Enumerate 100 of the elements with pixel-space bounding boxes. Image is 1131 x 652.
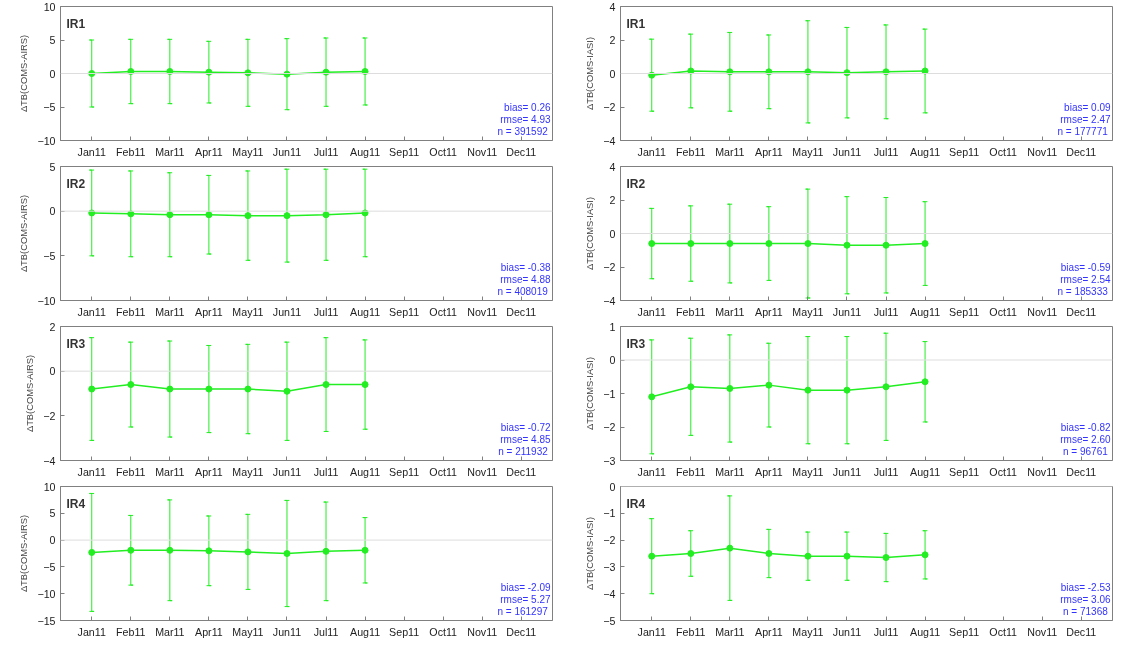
x-tick-label: Nov11 [1027,465,1058,478]
y-tick-label: −4 [603,294,616,307]
x-tick-label: Apr11 [195,625,223,638]
x-tick-label: Sep11 [949,305,980,318]
x-tick-label: Apr11 [755,465,783,478]
x-tick-label: Oct11 [429,625,458,638]
x-tick-label: Jan11 [637,465,666,478]
x-tick-label: Jun11 [272,145,302,158]
y-tick-label: 1 [609,320,616,333]
x-tick-label: Dec11 [506,305,537,318]
x-tick-label: Oct11 [989,145,1018,158]
y-tick-label: −3 [603,560,616,573]
annotation: bias= -0.82 [1060,421,1111,433]
x-tick-label: Jan11 [637,145,666,158]
annotation: rmse= 2.60 [1060,433,1111,445]
x-tick-label: Nov11 [467,145,498,158]
annotation: n = 185333 [1057,285,1109,297]
text: IR2 [66,176,86,191]
x-tick-label: Jun11 [272,305,302,318]
x-tick-label: Dec11 [1066,625,1097,638]
x-tick-label: Sep11 [949,145,980,158]
x-tick-label: Oct11 [989,465,1018,478]
x-tick-label: May11 [232,145,264,158]
y-tick-label: −4 [603,587,616,600]
x-tick-label: Jul11 [313,625,339,638]
x-tick-label: Oct11 [429,145,458,158]
x-tick-label: Dec11 [1066,465,1097,478]
y-axis-title: ΔTB(COMS-AIRS) [19,514,30,593]
x-tick-label: Feb11 [676,145,706,158]
x-tick-label: Feb11 [116,465,146,478]
annotation: rmse= 3.06 [1060,593,1111,605]
x-tick-label: May11 [792,625,824,638]
y-tick-label: −2 [603,101,616,113]
x-tick-label: Mar11 [155,145,185,158]
x-tick-label: Nov11 [1027,305,1058,318]
x-tick-label: Sep11 [949,465,980,478]
x-tick-label: Jan11 [637,305,666,318]
x-tick-label: Apr11 [195,465,223,478]
x-tick-label: Nov11 [1027,625,1058,638]
x-tick-label: Jun11 [272,625,302,638]
x-tick-label: Mar11 [715,625,745,638]
x-tick-label: Dec11 [1066,305,1097,318]
x-tick-label: Jul11 [873,465,899,478]
y-tick-label: 0 [49,534,56,547]
x-tick-label: Sep11 [389,465,420,478]
x-tick-label: Oct11 [429,305,458,318]
x-tick-label: Feb11 [676,465,706,478]
text: IR1 [626,16,646,31]
annotation: bias= -2.53 [1060,581,1111,593]
text: IR3 [626,336,646,351]
x-tick-label: Jan11 [637,625,666,638]
x-tick-label: Jun11 [832,465,862,478]
y-tick-label: −10 [37,587,56,600]
annotation: rmse= 5.27 [500,593,551,605]
annotation: rmse= 2.54 [1060,273,1111,285]
x-tick-label: Apr11 [195,145,223,158]
text: IR4 [626,496,646,511]
x-tick-label: Aug11 [350,145,381,158]
x-tick-label: Oct11 [989,625,1018,638]
y-tick-label: −3 [603,454,616,467]
y-tick-label: −1 [603,507,616,520]
x-tick-label: Mar11 [715,145,745,158]
text: IR2 [626,176,646,191]
y-tick-label: −4 [43,454,56,467]
x-tick-label: Oct11 [989,305,1018,318]
y-tick-label: 2 [609,194,616,206]
y-tick-label: 2 [609,34,616,46]
x-tick-label: May11 [232,465,264,478]
y-tick-label: −2 [603,261,616,273]
y-tick-label: 0 [49,365,56,378]
x-tick-label: Dec11 [506,145,537,158]
y-tick-label: 5 [49,507,56,520]
y-tick-label: 0 [609,227,616,240]
annotation: n = 408019 [497,285,549,297]
x-tick-label: Jan11 [77,305,106,318]
x-tick-label: Nov11 [467,465,498,478]
y-tick-label: 10 [43,480,56,493]
annotation: n = 96761 [1063,445,1109,457]
y-tick-label: 4 [609,0,616,13]
x-tick-label: Oct11 [429,465,458,478]
x-tick-label: May11 [792,145,824,158]
x-tick-label: Apr11 [755,625,783,638]
y-tick-label: 0 [609,67,616,80]
annotation: bias= 0.26 [504,101,551,113]
text: IR3 [66,336,86,351]
x-tick-label: May11 [792,465,824,478]
annotation: rmse= 4.85 [500,433,551,445]
x-tick-label: Aug11 [910,305,941,318]
x-tick-label: Jul11 [313,145,339,158]
x-tick-label: Jan11 [77,145,106,158]
annotation: bias= 0.09 [1064,101,1111,113]
x-tick-label: Mar11 [155,305,185,318]
x-tick-label: Aug11 [910,625,941,638]
x-tick-label: Feb11 [116,625,146,638]
annotation: n = 391592 [497,125,549,137]
y-tick-label: 4 [609,160,616,173]
x-tick-label: Sep11 [389,625,420,638]
x-tick-label: Aug11 [350,305,381,318]
x-tick-label: Sep11 [949,625,980,638]
x-tick-label: Apr11 [755,145,783,158]
